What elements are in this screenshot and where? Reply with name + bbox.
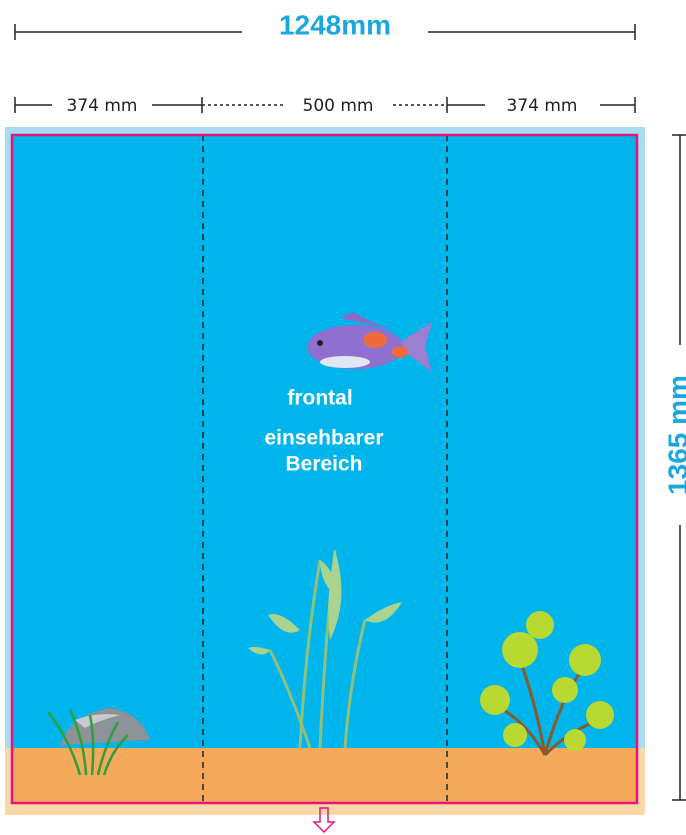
diagram: 1248mm 374 mm 500 mm 374 mm: [0, 0, 686, 835]
area-label: einsehbarer: [264, 427, 383, 450]
sand: [12, 748, 637, 803]
height-label: 1365 mm: [662, 375, 686, 495]
segment-label: 374 mm: [67, 96, 138, 116]
area-label: frontal: [287, 387, 352, 410]
segment-label: 374 mm: [507, 96, 578, 116]
area-label: Bereich: [285, 453, 362, 476]
segment-label: 500 mm: [303, 96, 374, 116]
total-width-label: 1248mm: [279, 9, 391, 40]
